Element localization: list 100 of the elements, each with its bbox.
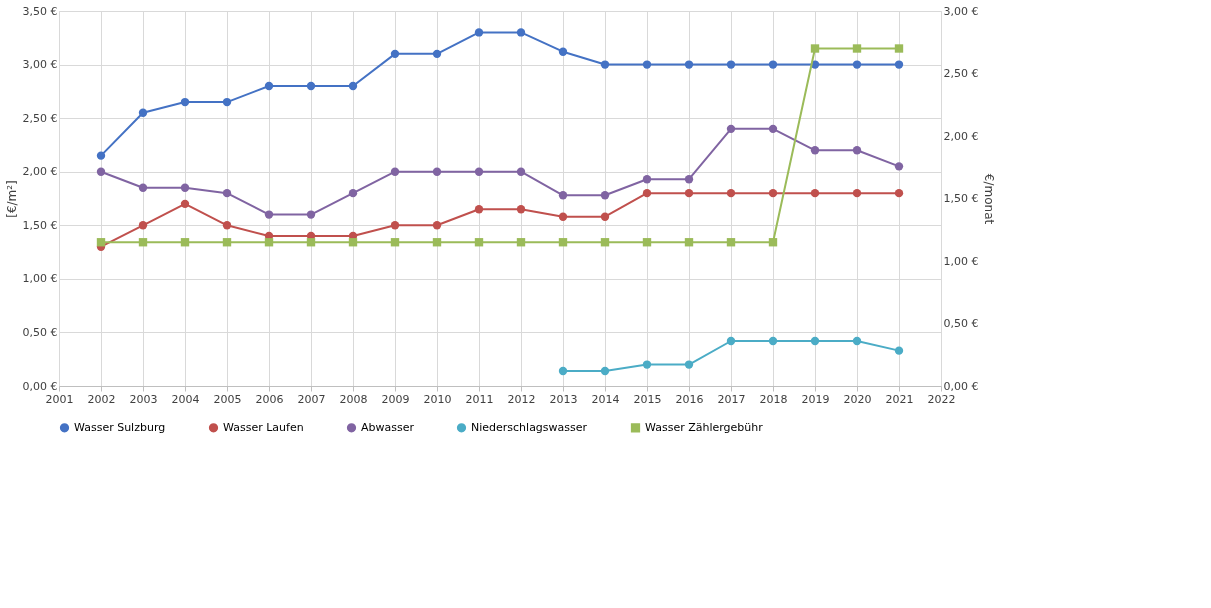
y2-tick-label: 0,50 € [943, 317, 979, 330]
x-tick-label: 2010 [423, 392, 452, 406]
y2-tick-label: 2,00 € [943, 129, 979, 143]
point [138, 108, 148, 117]
point [642, 175, 652, 184]
point [138, 221, 148, 230]
y2-tick-label: 1,00 € [943, 254, 979, 268]
x-tick-label: 2004 [171, 392, 200, 406]
x-tick-label: 2003 [129, 392, 158, 406]
point [348, 81, 358, 91]
point [810, 146, 820, 155]
legend-label: Wasser Laufen [223, 420, 304, 434]
point [768, 124, 778, 134]
point [726, 188, 736, 198]
point [894, 162, 904, 171]
point [642, 188, 652, 198]
x-tick-label: 2019 [801, 392, 830, 406]
x-tick-label: 2001 [45, 392, 74, 406]
point [600, 212, 610, 221]
point [894, 346, 904, 355]
x-tick-label: 2020 [843, 392, 872, 406]
y2-tick-label: 3,00 € [943, 4, 979, 18]
point [516, 167, 526, 176]
point [768, 60, 778, 69]
x-tick-label: 2017 [717, 392, 746, 406]
point [684, 360, 694, 369]
point [516, 205, 526, 214]
y2-tick-label: 2,50 € [943, 67, 979, 80]
x-tick-label: 2015 [633, 392, 662, 406]
point [768, 336, 778, 346]
legend-label: Niederschlagswasser [471, 420, 588, 434]
point [516, 28, 526, 37]
legend-label: Abwasser [361, 420, 415, 434]
point [894, 60, 904, 69]
y-tick-label: 2,00 € [22, 165, 58, 179]
point [138, 183, 148, 192]
y2-axis-title: €/monat [982, 173, 997, 225]
point [474, 28, 484, 37]
point [306, 210, 316, 219]
point [852, 336, 862, 346]
point [726, 60, 736, 69]
point [306, 81, 316, 91]
point [348, 188, 358, 198]
point [432, 221, 442, 230]
point [600, 366, 610, 376]
point [222, 221, 232, 230]
point [600, 191, 610, 200]
point [642, 60, 652, 69]
y2-tick-label: 0,00 € [943, 379, 979, 393]
x-tick-label: 2014 [591, 392, 620, 406]
y-tick-label: 2,50 € [22, 111, 58, 125]
point [684, 188, 694, 198]
point [96, 151, 106, 160]
x-tick-label: 2002 [87, 392, 116, 406]
point [474, 205, 484, 214]
point [222, 188, 232, 198]
point [432, 167, 442, 176]
x-tick-label: 2016 [675, 392, 704, 406]
point [852, 60, 862, 69]
point [600, 60, 610, 69]
legend-label: Wasser Sulzburg [74, 420, 166, 434]
point [558, 47, 568, 56]
x-tick-label: 2018 [759, 392, 788, 406]
point [432, 49, 442, 59]
point [264, 81, 274, 91]
x-tick-label: 2021 [885, 392, 914, 406]
x-tick-label: 2013 [549, 392, 578, 406]
x-tick-label: 2008 [339, 392, 368, 406]
point [558, 366, 568, 376]
y-tick-label: 3,00 € [22, 58, 58, 72]
y-tick-label: 1,50 € [22, 218, 58, 232]
x-tick-label: 2005 [213, 392, 242, 406]
point [390, 49, 400, 59]
point [810, 336, 820, 346]
point [810, 188, 820, 198]
point [726, 124, 736, 134]
x-tick-label: 2009 [381, 392, 410, 406]
y-tick-label: 0,00 € [22, 379, 58, 393]
y2-tick-label: 1,50 € [943, 192, 979, 205]
x-tick-label: 2022 [927, 392, 956, 406]
point [558, 191, 568, 200]
legend-label: Wasser Zählergebühr [645, 420, 764, 434]
y-tick-label: 3,50 € [22, 4, 58, 18]
point [180, 183, 190, 192]
point [558, 212, 568, 221]
point [684, 60, 694, 69]
x-tick-label: 2011 [465, 392, 494, 406]
point [390, 221, 400, 230]
point [684, 175, 694, 184]
point [852, 146, 862, 155]
point [768, 188, 778, 198]
x-tick-label: 2007 [297, 392, 326, 406]
point [180, 97, 190, 107]
point [726, 336, 736, 346]
point [180, 199, 190, 209]
point [96, 167, 106, 176]
y-tick-label: 1,00 € [22, 272, 58, 286]
point [894, 188, 904, 198]
x-tick-label: 2012 [507, 392, 536, 406]
point [642, 360, 652, 369]
